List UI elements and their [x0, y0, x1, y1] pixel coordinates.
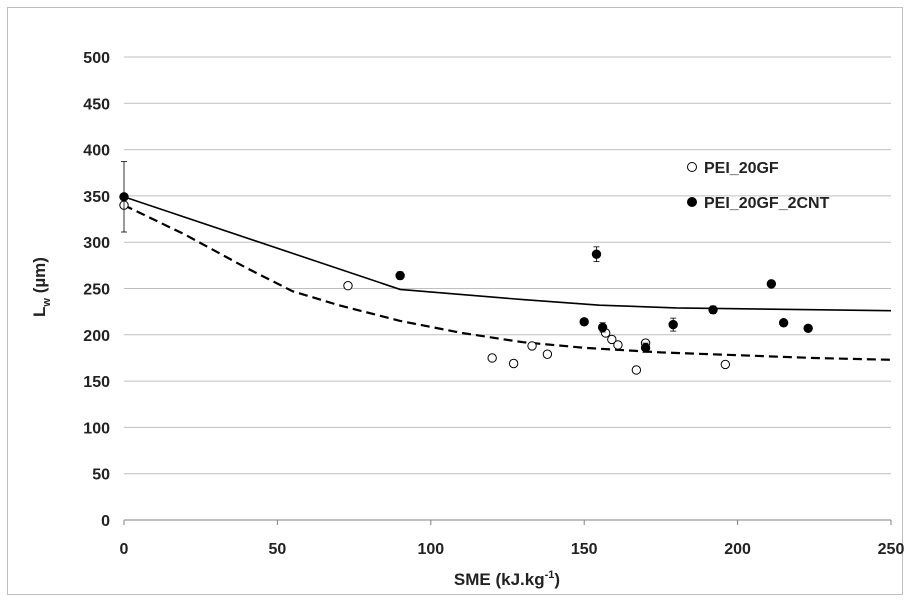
filled-point-7	[708, 305, 718, 315]
tick-labels: 0 50 100 150 200 250 300 350 400 450 500 0 50 100 150 2…	[83, 50, 904, 558]
y-tick-label-350: 350	[83, 189, 110, 206]
open-point-4	[527, 341, 537, 351]
y-tick-label-250: 250	[83, 282, 110, 299]
filled-point-1	[395, 270, 405, 281]
x-tick-label-150: 150	[571, 541, 598, 558]
gridlines	[124, 56, 891, 475]
y-tick-label-400: 400	[83, 143, 110, 160]
legend-marker-open	[687, 162, 697, 172]
legend: PEI_20GF PEI_20GF_2CNT	[687, 160, 830, 212]
open-point-11	[720, 359, 731, 370]
filled-point-9	[778, 318, 789, 328]
legend-marker-filled	[687, 197, 697, 207]
x-tick-label-250: 250	[878, 541, 905, 558]
x-tick-label-200: 200	[724, 541, 751, 558]
filled-point-10	[803, 323, 813, 334]
x-axis-label: SME (kJ.kg-1)	[454, 569, 560, 589]
filled-point-2	[579, 317, 589, 327]
filled-point-0	[119, 192, 129, 202]
fit-line-solid	[123, 196, 892, 312]
filled-point-8	[766, 279, 777, 289]
filled-point-3	[591, 249, 602, 259]
y-tick-label-0: 0	[101, 513, 110, 530]
fit-lines	[123, 196, 892, 361]
y-tick-label-50: 50	[92, 467, 110, 484]
open-point-7	[607, 334, 617, 345]
open-point-8	[613, 340, 623, 350]
y-axis-label: Lw (µm)	[30, 257, 53, 317]
y-tick-label-200: 200	[83, 328, 110, 345]
open-point-3	[508, 358, 519, 369]
x-tick-label-0: 0	[120, 541, 129, 558]
x-tick-label-50: 50	[269, 541, 287, 558]
open-point-9	[631, 365, 642, 375]
filled-point-4	[597, 322, 608, 333]
filled-point-5	[640, 343, 651, 353]
legend-label-pei-20gf-2cnt: PEI_20GF_2CNT	[704, 195, 830, 212]
open-point-1	[343, 281, 353, 291]
y-tick-label-150: 150	[83, 374, 110, 391]
chart-frame	[7, 7, 903, 595]
y-tick-label-500: 500	[83, 50, 110, 67]
axes	[123, 519, 892, 525]
data-points	[119, 161, 813, 375]
x-tick-label-100: 100	[417, 541, 444, 558]
legend-label-pei-20gf: PEI_20GF	[704, 160, 779, 177]
filled-point-6	[668, 319, 678, 330]
y-tick-label-300: 300	[83, 235, 110, 252]
y-tick-label-450: 450	[83, 96, 110, 113]
fit-line-dashed	[123, 204, 892, 361]
open-point-2	[487, 353, 497, 363]
y-tick-label-100: 100	[83, 420, 110, 437]
open-point-5	[542, 349, 553, 359]
